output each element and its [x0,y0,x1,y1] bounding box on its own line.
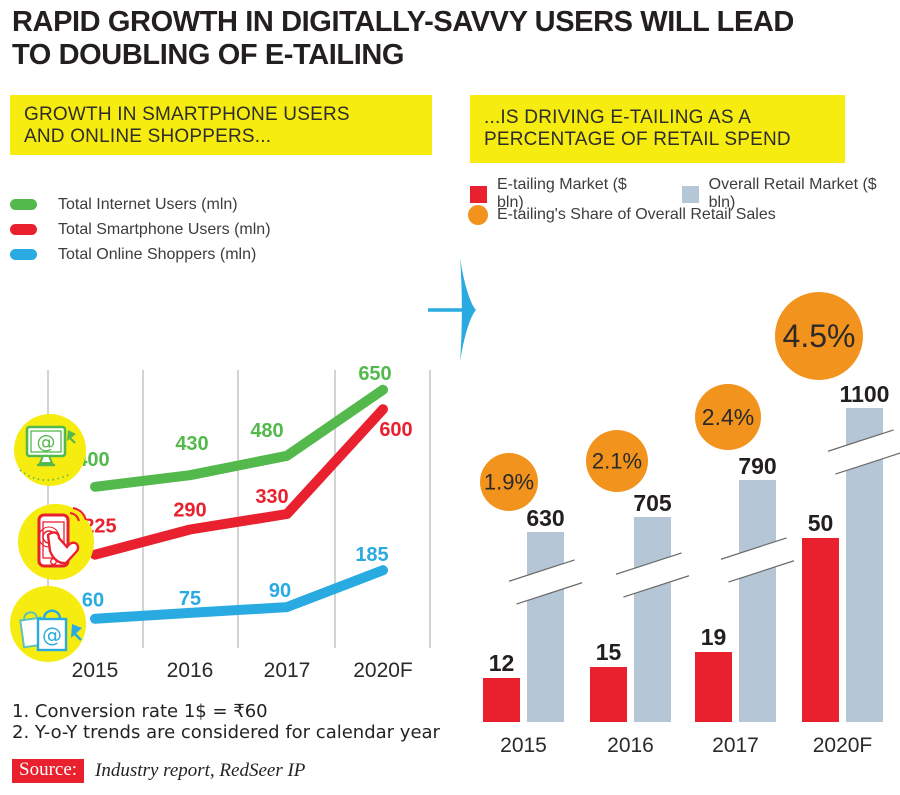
legend-label: Total Online Shoppers (mln) [58,245,257,263]
retail-bar [739,480,776,722]
share-bubble [775,292,863,380]
series-line-2 [90,565,388,624]
legend-item-online-shoppers: Total Online Shoppers (mln) [10,242,271,267]
smartphone-tap-icon [18,504,94,580]
svg-text:@: @ [37,431,56,453]
legend-label: E-tailing Market ($ bln) [497,176,627,211]
right-chart-header-line1: ...IS DRIVING E-TAILING AS A [484,107,752,128]
footnote-1: 1. Conversion rate 1$ = ₹60 [12,701,268,722]
x-axis-label: 2017 [712,734,759,757]
x-axis-label: 2015 [72,659,119,682]
etailing-share-swatch [468,205,488,225]
value-label: 650 [358,363,391,385]
svg-text:@: @ [42,623,62,647]
etailing-bar-label: 12 [489,650,515,676]
retail-bar-label: 1100 [840,381,890,407]
share-bubble [586,430,648,492]
value-label: 480 [250,420,283,442]
right-arrow-icon [428,258,476,362]
share-bubble [480,453,538,511]
value-label: 330 [255,486,288,508]
axis-break [508,559,583,605]
retail-bar-label: 790 [738,453,776,479]
share-bubble-label: 4.5% [783,318,856,354]
value-label: 90 [269,580,291,602]
retail-bar-label: 705 [633,490,672,516]
source-text: Industry report, RedSeer IP [95,760,306,781]
etailing-bar-label: 19 [701,624,727,650]
retail-bar [634,517,671,722]
value-label: 600 [379,419,412,441]
retail-bar-label: 630 [526,505,564,531]
etailing-bar-label: 50 [808,510,834,536]
share-bubble-label: 1.9% [484,470,534,495]
page-title-line1: RAPID GROWTH IN DIGITALLY-SAVVY USERS WI… [12,6,794,38]
footnotes: 1. Conversion rate 1$ = ₹60 2. Y-o-Y tre… [12,701,440,743]
etailing-market-swatch [470,185,487,203]
line-chart-legend: Total Internet Users (mln) Total Smartph… [10,192,271,267]
legend-label: Total Internet Users (mln) [58,195,238,213]
right-chart-header: ...IS DRIVING E-TAILING AS A PERCENTAGE … [470,95,845,163]
x-axis-label: 2017 [264,659,311,682]
footnote-2: 2. Y-o-Y trends are considered for calen… [12,722,440,743]
smartphone-users-swatch [10,224,37,235]
x-axis-label: 2016 [167,659,214,682]
share-bubble [695,384,761,450]
etailing-bar [695,652,732,722]
right-chart-header-line2: PERCENTAGE OF RETAIL SPEND [484,129,791,150]
legend-item-smartphone-users: Total Smartphone Users (mln) [10,217,271,242]
internet-users-swatch [10,199,37,210]
internet-users-icon: @ [14,414,86,486]
etailing-bar [483,678,520,722]
bar-chart-legend-row1: E-tailing Market ($ bln) Overall Retail … [470,176,900,212]
series-line-0 [90,384,388,492]
series-line-1 [90,404,388,560]
online-shoppers-swatch [10,249,37,260]
legend-label: Overall Retail Market ($ bln) [708,176,877,211]
online-shopping-bags-icon: @ [10,586,86,662]
value-label: 185 [355,544,388,566]
etailing-bar [590,667,627,722]
page-title-line2: TO DOUBLING OF E-TAILING [12,39,405,71]
overall-retail-swatch [681,185,699,203]
left-chart-header-line2: AND ONLINE SHOPPERS... [24,126,272,147]
source-tag: Source: [12,759,85,783]
legend-item-internet-users: Total Internet Users (mln) [10,192,271,217]
x-axis-label: 2020F [353,659,413,682]
page-title: RAPID GROWTH IN DIGITALLY-SAVVY USERS WI… [12,6,872,72]
x-axis-label: 2015 [500,734,547,757]
legend-label: E-tailing's Share of Overall Retail Sale… [497,206,776,223]
value-label: 60 [82,590,104,612]
axis-break [827,429,900,475]
legend-label: Total Smartphone Users (mln) [58,220,271,238]
etailing-bar [802,538,839,722]
left-chart-header: GROWTH IN SMARTPHONE USERS AND ONLINE SH… [10,95,432,155]
share-bubble-label: 2.4% [702,404,754,430]
bar-chart-legend-row2: E-tailing's Share of Overall Retail Sale… [468,205,776,225]
share-bubble-label: 2.1% [592,449,642,474]
value-label: 430 [175,433,208,455]
source-row: Source: Industry report, RedSeer IP [12,759,305,783]
x-axis-label: 2016 [607,734,654,757]
retail-bar [527,532,564,722]
value-label: 290 [173,500,206,522]
etailing-bar-label: 15 [596,639,622,665]
x-axis-label: 2020F [813,734,873,757]
axis-break [615,552,690,598]
etailing-bar-chart: 12 630 1.9% 2015 15 705 2.1% 2016 19 790 2.4% 2017 5… [480,292,900,757]
value-label: 75 [179,588,201,610]
axis-break [720,537,795,583]
left-chart-header-line1: GROWTH IN SMARTPHONE USERS [24,104,350,125]
